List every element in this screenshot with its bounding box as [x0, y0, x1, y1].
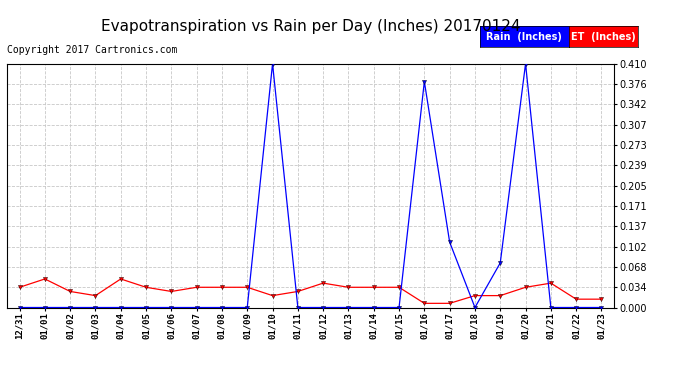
Text: ET  (Inches): ET (Inches) [571, 32, 636, 42]
Text: Evapotranspiration vs Rain per Day (Inches) 20170124: Evapotranspiration vs Rain per Day (Inch… [101, 19, 520, 34]
Text: Copyright 2017 Cartronics.com: Copyright 2017 Cartronics.com [7, 45, 177, 55]
Text: Rain  (Inches): Rain (Inches) [486, 32, 562, 42]
